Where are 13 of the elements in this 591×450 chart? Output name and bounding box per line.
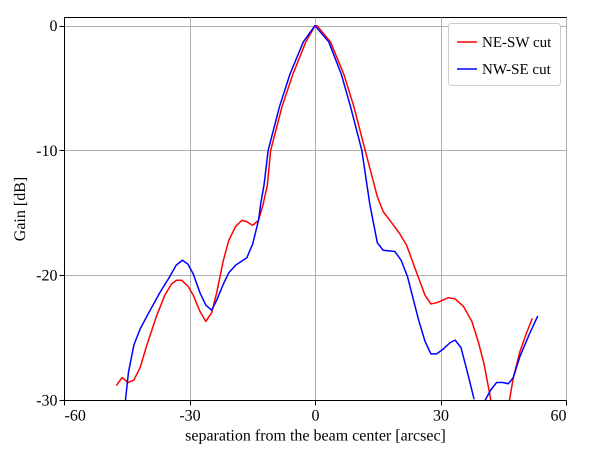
y-axis-title: Gain [dB] (12, 176, 30, 242)
x-tick-label: 60 (550, 408, 566, 424)
y-tick-label: 0 (50, 18, 58, 36)
legend-label: NW-SE cut (482, 62, 552, 78)
y-tick-label: -20 (36, 268, 58, 285)
x-tick-label: 0 (312, 408, 320, 424)
x-axis-title: separation from the beam center [arcsec] (185, 428, 446, 444)
y-tick-label: -10 (36, 142, 58, 160)
legend-label: NE-SW cut (482, 35, 552, 51)
x-tick-label: -30 (179, 408, 201, 424)
x-tick-label: 30 (433, 408, 449, 424)
y-tick-label: -30 (36, 392, 58, 410)
x-tick-label: -60 (64, 408, 86, 424)
